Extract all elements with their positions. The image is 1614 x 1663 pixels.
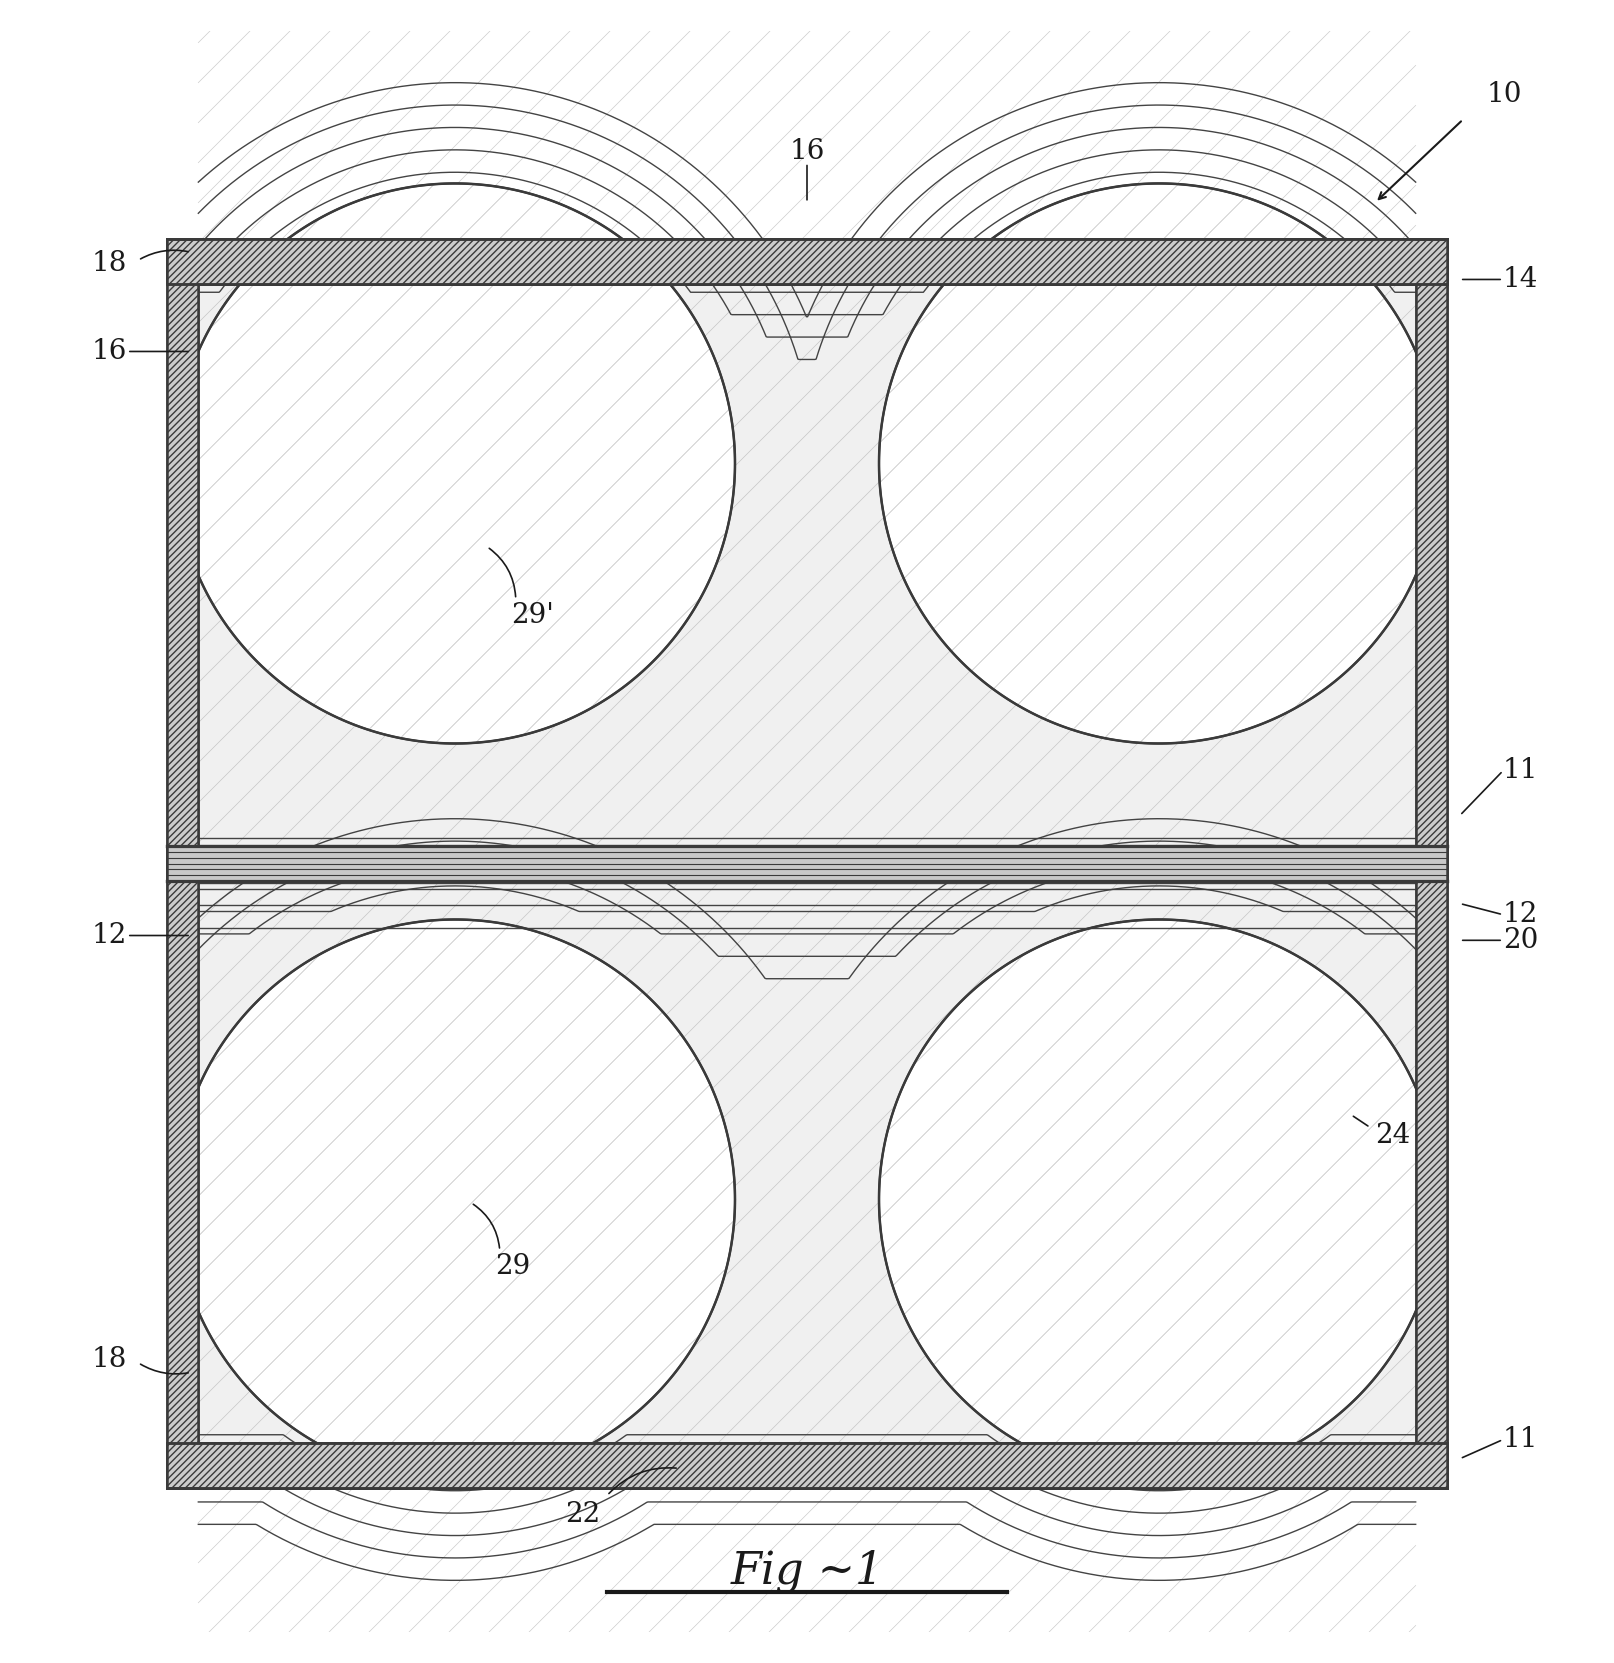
Text: 11: 11 <box>1503 1427 1538 1453</box>
Bar <box>166 1443 1448 1487</box>
Text: 10: 10 <box>1486 81 1522 108</box>
Polygon shape <box>174 920 734 1480</box>
Text: 24: 24 <box>1375 1123 1411 1149</box>
Bar <box>166 239 199 1487</box>
Polygon shape <box>880 920 1440 1480</box>
Text: 29: 29 <box>495 1254 531 1281</box>
Bar <box>166 846 1448 881</box>
Bar <box>166 1443 1448 1487</box>
Text: 20: 20 <box>1503 926 1538 955</box>
Bar <box>166 239 199 1487</box>
Polygon shape <box>174 183 734 743</box>
Bar <box>166 846 1448 881</box>
Text: 12: 12 <box>92 921 128 950</box>
Polygon shape <box>880 183 1440 743</box>
Text: 29': 29' <box>512 602 554 629</box>
Text: 11: 11 <box>1503 757 1538 785</box>
Bar <box>1415 239 1448 1487</box>
Bar <box>166 239 1448 284</box>
Bar <box>166 239 1448 284</box>
Bar <box>1415 239 1448 1487</box>
Text: Fig ~1: Fig ~1 <box>730 1548 884 1593</box>
Text: 12: 12 <box>1503 901 1538 928</box>
Text: 16: 16 <box>92 338 128 364</box>
Text: 18: 18 <box>92 249 128 278</box>
Bar <box>199 284 1415 1443</box>
Text: 18: 18 <box>92 1345 128 1374</box>
Text: 22: 22 <box>565 1502 600 1528</box>
Text: 16: 16 <box>789 138 825 165</box>
Text: 14: 14 <box>1503 266 1538 293</box>
